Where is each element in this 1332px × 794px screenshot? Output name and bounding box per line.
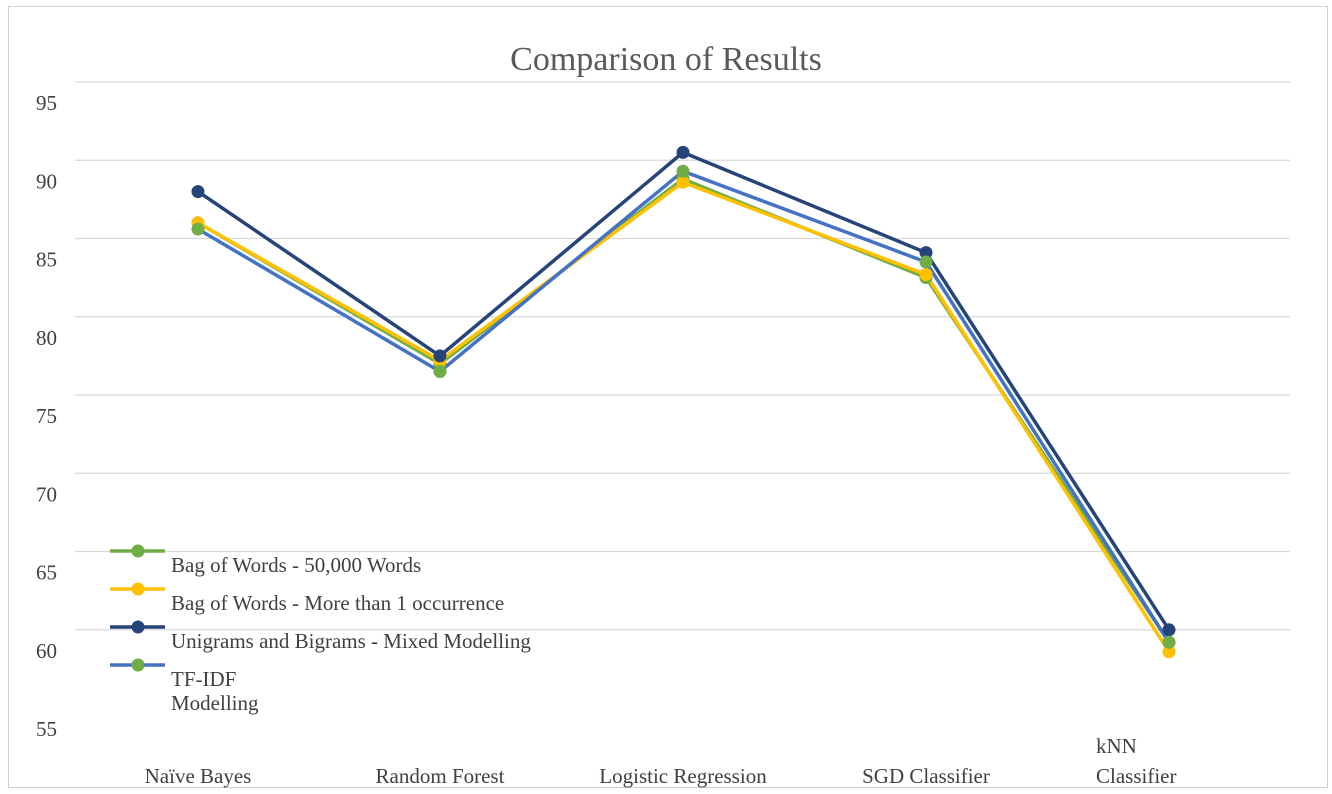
legend-marker [131,620,145,634]
legend-label: Unigrams and Bigrams - Mixed Modelling [171,629,531,653]
y-tick-label: 95 [36,91,57,115]
y-tick-label: 55 [36,717,57,741]
legend-label: TF-IDF [171,667,236,691]
x-tick-label: SGD Classifier [862,764,990,788]
legend-label: Modelling [171,691,259,715]
gridlines [75,81,1290,631]
y-tick-label: 90 [36,169,57,193]
legend-label: Bag of Words - 50,000 Words [171,553,421,577]
legend-marker [131,658,145,672]
y-tick-label: 85 [36,248,57,272]
legend-item: Bag of Words - 50,000 Words [110,544,421,577]
legend-item: Bag of Words - More than 1 occurrence [110,582,504,615]
data-point [919,268,933,281]
y-axis-ticks: 95 90 85 80 75 70 65 60 55 [36,91,57,741]
data-point [1162,623,1176,637]
data-point [1162,635,1176,649]
y-tick-label: 75 [36,404,57,428]
y-tick-label: 60 [36,639,57,663]
legend-item: Unigrams and Bigrams - Mixed Modelling [110,620,531,653]
legend-marker [131,582,145,596]
series-markers-2 [191,145,1176,637]
x-tick-label: Naïve Bayes [145,764,252,788]
y-tick-label: 70 [36,482,57,506]
x-tick-label: Classifier [1096,764,1176,788]
data-point [433,365,447,378]
x-axis-ticks: Naïve Bayes Random Forest Logistic Regress… [145,734,1177,788]
y-tick-label: 80 [36,326,57,350]
chart-title: Comparison of Results [510,41,822,78]
series-lines [191,145,1176,659]
data-point [676,175,690,189]
legend-label: Bag of Words - More than 1 occurrence [171,591,504,615]
y-tick-label: 65 [36,561,57,585]
legend-marker [131,544,145,558]
data-point [676,145,690,159]
chart-frame [8,6,1328,788]
x-tick-label: Logistic Regression [599,764,767,788]
data-point [191,222,205,236]
data-point [919,255,933,269]
series-markers-1 [191,175,1176,659]
legend: Bag of Words - 50,000 Words Bag of Words … [110,544,531,715]
data-point [1162,645,1176,659]
data-point [919,246,933,260]
data-point [191,185,205,199]
x-tick-label: Random Forest [376,764,505,788]
series-markers-3 [191,164,1176,649]
data-point [433,349,447,363]
x-tick-label: kNN [1096,734,1137,758]
data-point [676,164,690,178]
